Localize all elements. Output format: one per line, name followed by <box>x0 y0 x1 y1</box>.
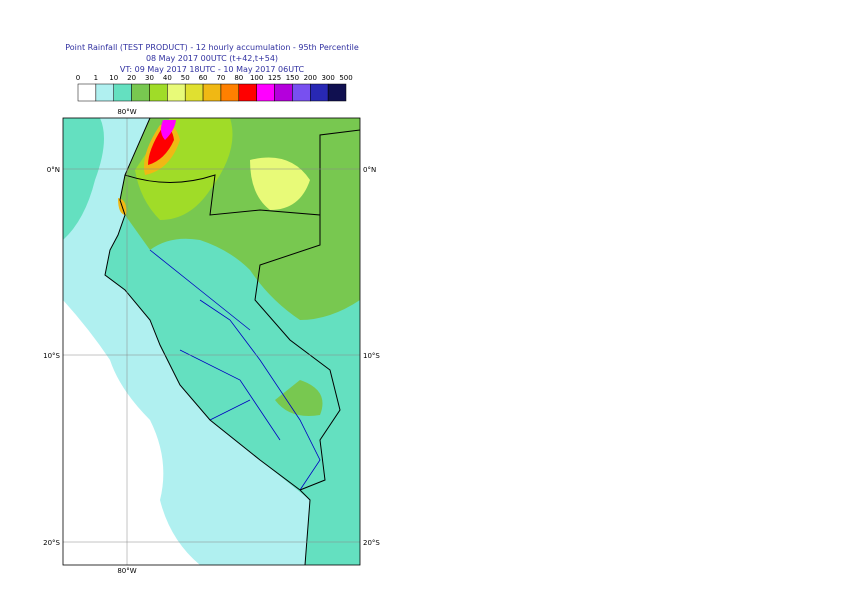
colorbar-label: 50 <box>181 74 190 82</box>
lat-label: 20°S <box>43 539 60 547</box>
color-swatch <box>95 83 114 102</box>
colorbar-label: 300 <box>321 74 334 82</box>
subtitle: 08 May 2017 00UTC (t+42,t+54) <box>146 54 278 63</box>
color-swatch <box>238 83 257 102</box>
lat-label: 10°S <box>43 352 60 360</box>
colorbar-label: 0 <box>76 74 80 82</box>
colorbar-label: 20 <box>127 74 136 82</box>
colorbar-label: 30 <box>145 74 154 82</box>
colorbar-label: 70 <box>216 74 225 82</box>
color-swatch <box>77 83 97 102</box>
colorbar-label: 150 <box>286 74 299 82</box>
colorbar-label: 200 <box>304 74 317 82</box>
color-swatch <box>184 83 204 102</box>
color-swatch <box>310 83 329 102</box>
color-swatch <box>202 83 222 102</box>
color-swatch <box>274 83 293 102</box>
color-swatch <box>220 83 240 102</box>
colorbar-label: 1 <box>94 74 98 82</box>
colorbar-label: 100 <box>250 74 263 82</box>
color-swatch <box>292 83 311 102</box>
lat-label: 20°S <box>363 539 380 547</box>
color-swatch <box>113 83 132 102</box>
colorbar: 0 1 10 20 30 40 50 60 70 80 100 125 150 200 300 500 <box>76 74 353 102</box>
color-swatch <box>131 83 150 102</box>
colorbar-label: 500 <box>339 74 352 82</box>
lon-label: 80°W <box>117 108 136 116</box>
color-swatch <box>327 83 347 102</box>
color-swatch <box>149 83 168 102</box>
map <box>63 118 360 565</box>
colorbar-label: 40 <box>163 74 172 82</box>
color-swatch <box>256 83 275 102</box>
lon-label: 80°W <box>117 567 136 575</box>
colorbar-label: 80 <box>234 74 243 82</box>
title: Point Rainfall (TEST PRODUCT) - 12 hourl… <box>65 43 359 52</box>
colorbar-label: 125 <box>268 74 281 82</box>
lat-label: 0°N <box>363 166 376 174</box>
lat-label: 0°N <box>47 166 60 174</box>
map-frame <box>62 117 361 566</box>
color-swatch <box>167 83 186 102</box>
valid-time: VT: 09 May 2017 18UTC - 10 May 2017 06UT… <box>120 65 305 74</box>
colorbar-label: 60 <box>199 74 208 82</box>
colorbar-label: 10 <box>109 74 118 82</box>
lat-label: 10°S <box>363 352 380 360</box>
